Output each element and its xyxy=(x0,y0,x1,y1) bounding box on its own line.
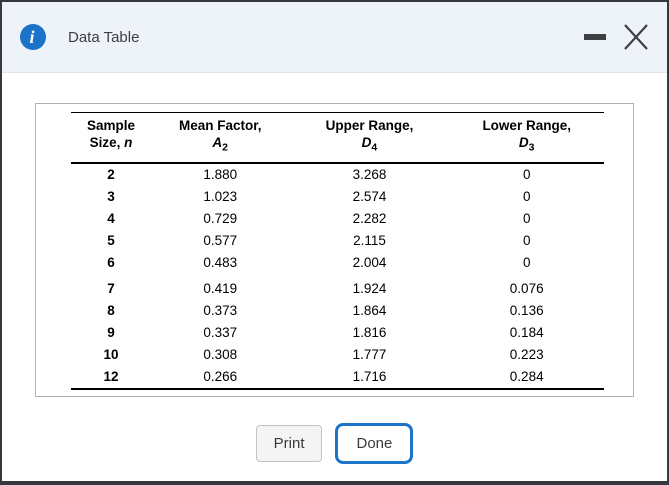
cell-sample-size: 6 xyxy=(107,254,115,270)
cell-lower-range: 0.223 xyxy=(509,346,544,362)
cell-lower-range: 0 xyxy=(522,232,531,248)
column-header-lower-range: Lower Range, D3 xyxy=(449,111,604,164)
cell-mean-factor: 0.308 xyxy=(203,346,238,362)
cell-sample-size: 4 xyxy=(107,210,115,226)
cell-lower-range: 0.184 xyxy=(509,324,544,340)
cell-sample-size: 9 xyxy=(107,324,115,340)
cell-upper-range: 2.574 xyxy=(352,188,387,204)
cell-sample-size: 3 xyxy=(107,188,115,204)
table-row: 2 1.880 3.268 0 xyxy=(71,163,604,186)
table-row: 3 1.023 2.574 0 xyxy=(71,186,604,208)
column-header-mean-factor: Mean Factor, A2 xyxy=(150,111,290,164)
table-row: 6 0.483 2.004 0 xyxy=(71,252,604,274)
cell-sample-size: 10 xyxy=(103,346,119,362)
factors-table: Sample Size, n Mean Factor, A2 Upper Ran… xyxy=(71,111,604,390)
cell-upper-range: 2.282 xyxy=(352,210,387,226)
minimize-button[interactable] xyxy=(583,24,607,50)
cell-upper-range: 1.864 xyxy=(352,302,387,318)
cell-upper-range: 1.777 xyxy=(352,346,387,362)
cell-lower-range: 0.284 xyxy=(449,365,604,390)
table-row: 4 0.729 2.282 0 xyxy=(71,208,604,230)
cell-upper-range: 2.004 xyxy=(352,254,387,270)
cell-mean-factor: 1.023 xyxy=(203,188,238,204)
table-row: 12 0.266 1.716 0.284 xyxy=(71,365,604,390)
close-icon xyxy=(624,24,648,50)
table-row: 7 0.419 1.924 0.076 xyxy=(71,274,604,300)
cell-upper-range: 1.716 xyxy=(289,365,450,390)
column-header-sample-size: Sample Size, n xyxy=(71,111,151,164)
cell-lower-range: 0 xyxy=(522,188,531,204)
close-button[interactable] xyxy=(619,21,653,53)
dialog-footer: Print Done xyxy=(2,423,667,464)
cell-lower-range: 0.136 xyxy=(509,302,544,318)
cell-lower-range: 0 xyxy=(522,166,531,182)
cell-sample-size: 12 xyxy=(71,365,151,390)
cell-sample-size: 7 xyxy=(107,280,115,296)
dialog-titlebar: i Data Table xyxy=(2,2,667,73)
minimize-icon xyxy=(584,34,606,40)
cell-mean-factor: 0.483 xyxy=(203,254,238,270)
table-row: 10 0.308 1.777 0.223 xyxy=(71,344,604,366)
table-row: 9 0.337 1.816 0.184 xyxy=(71,322,604,344)
cell-mean-factor: 1.880 xyxy=(203,166,238,182)
cell-lower-range: 0 xyxy=(522,254,531,270)
column-header-upper-range: Upper Range, D4 xyxy=(289,111,450,164)
cell-upper-range: 3.268 xyxy=(352,166,387,182)
cell-sample-size: 2 xyxy=(107,166,115,182)
header-row: Sample Size, n Mean Factor, A2 Upper Ran… xyxy=(71,111,604,164)
cell-upper-range: 1.924 xyxy=(352,280,387,296)
cell-upper-range: 1.816 xyxy=(352,324,387,340)
table-row: 8 0.373 1.864 0.136 xyxy=(71,300,604,322)
cell-lower-range: 0 xyxy=(522,210,531,226)
dialog-title: Data Table xyxy=(68,28,140,46)
table-panel: Sample Size, n Mean Factor, A2 Upper Ran… xyxy=(35,103,634,397)
cell-sample-size: 5 xyxy=(107,232,115,248)
cell-upper-range: 2.115 xyxy=(353,232,386,248)
cell-mean-factor: 0.729 xyxy=(203,210,238,226)
cell-lower-range: 0.076 xyxy=(509,280,544,296)
cell-mean-factor: 0.266 xyxy=(150,365,290,390)
print-button[interactable]: Print xyxy=(255,425,323,462)
info-icon: i xyxy=(20,24,46,50)
table-row: 5 0.577 2.115 0 xyxy=(71,230,604,252)
cell-mean-factor: 0.577 xyxy=(203,232,238,248)
cell-mean-factor: 0.419 xyxy=(203,280,238,296)
done-button[interactable]: Done xyxy=(335,423,414,464)
cell-mean-factor: 0.337 xyxy=(203,324,238,340)
cell-sample-size: 8 xyxy=(107,302,115,318)
cell-mean-factor: 0.373 xyxy=(203,302,238,318)
